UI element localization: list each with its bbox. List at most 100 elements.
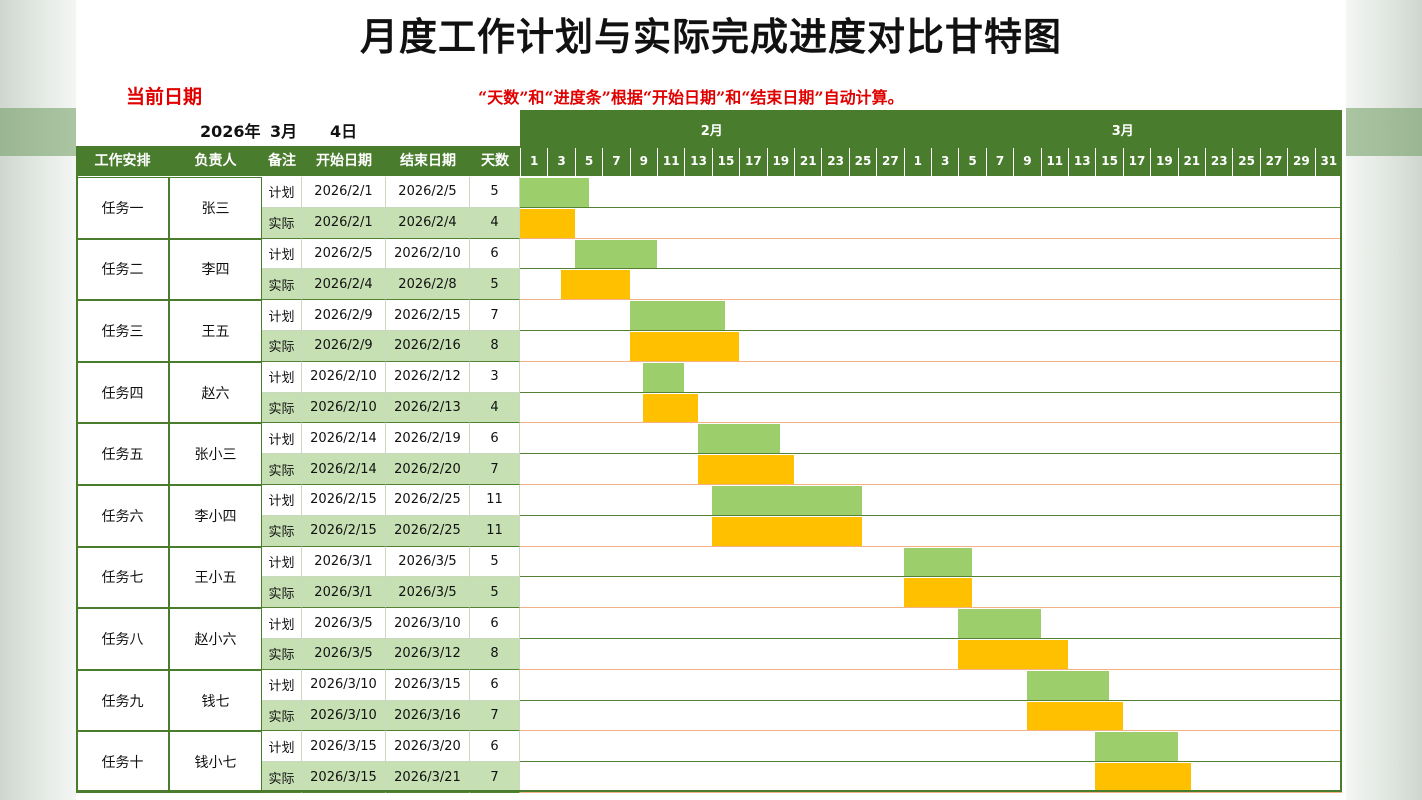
- plan-row-rule: [520, 638, 1342, 639]
- day-tick-label: 23: [821, 146, 848, 176]
- plan-bar: [520, 178, 589, 207]
- current-date-label: 当前日期: [126, 86, 203, 108]
- plan-days: 11: [470, 485, 520, 516]
- plan-remark-cell: 计划: [262, 608, 302, 639]
- plan-remark-cell: 计划: [262, 361, 302, 393]
- plan-bar: [1026, 670, 1110, 700]
- plan-end-date: 2026/2/12: [386, 361, 470, 393]
- actual-start-date: 2026/2/14: [302, 454, 386, 485]
- day-tick-label: 23: [1205, 146, 1232, 176]
- plan-end-date: 2026/3/5: [386, 546, 470, 578]
- plan-start-date: 2026/3/1: [302, 546, 386, 578]
- plan-remark-cell: 计划: [262, 546, 302, 578]
- month-label-feb: 2月: [700, 124, 723, 139]
- actual-end-date: 2026/3/21: [386, 762, 470, 793]
- month-label-mar: 3月: [1111, 124, 1134, 139]
- actual-row-rule: [520, 422, 1342, 424]
- plan-end-date: 2026/2/10: [386, 238, 470, 270]
- owner-cell: 李小四: [169, 485, 262, 547]
- plan-remark-cell: 计划: [262, 423, 302, 455]
- task-name-cell: 任务一: [76, 177, 169, 239]
- actual-bar: [561, 270, 630, 300]
- day-tick-label: 3: [547, 146, 574, 176]
- actual-row-rule: [520, 668, 1342, 670]
- actual-bar: [711, 516, 863, 546]
- day-tick-label: 7: [985, 146, 1013, 176]
- plan-row-rule: [520, 453, 1342, 455]
- plan-remark-cell: 计划: [262, 485, 302, 516]
- actual-days: 5: [470, 269, 520, 301]
- actual-remark-cell: 实际: [262, 515, 302, 547]
- plan-row-rule: [520, 330, 1342, 331]
- header-owner: 负责人: [194, 153, 237, 169]
- actual-days: 4: [470, 392, 520, 424]
- plan-start-date: 2026/2/15: [302, 485, 386, 516]
- actual-remark-cell: 实际: [262, 207, 302, 239]
- day-tick-label: 3: [931, 146, 958, 176]
- day-tick-label: 25: [848, 146, 876, 176]
- actual-start-date: 2026/3/10: [302, 700, 386, 732]
- plan-start-date: 2026/2/14: [302, 423, 386, 455]
- plan-days: 6: [470, 423, 520, 455]
- plan-bar: [698, 424, 781, 454]
- actual-remark-cell: 实际: [262, 762, 302, 793]
- actual-row-rule: [520, 607, 1342, 609]
- plan-end-date: 2026/3/15: [386, 669, 470, 701]
- day-tick-label: 13: [684, 146, 711, 176]
- task-name-cell: 任务六: [76, 485, 169, 547]
- plan-row-rule: [520, 761, 1342, 763]
- plan-start-date: 2026/2/9: [302, 300, 386, 331]
- plan-start-date: 2026/2/1: [302, 177, 386, 208]
- day-tick-label: 19: [766, 146, 794, 176]
- plan-days: 6: [470, 669, 520, 701]
- task-name-cell: 任务四: [76, 361, 169, 424]
- plan-row-rule: [520, 268, 1342, 270]
- actual-days: 8: [470, 331, 520, 362]
- plan-end-date: 2026/2/19: [386, 423, 470, 455]
- actual-remark-cell: 实际: [262, 269, 302, 301]
- plan-row-rule: [520, 699, 1342, 701]
- actual-start-date: 2026/3/5: [302, 639, 386, 670]
- owner-cell: 王五: [169, 300, 262, 362]
- owner-cell: 钱七: [169, 669, 262, 732]
- actual-row-rule: [520, 484, 1342, 485]
- plan-start-date: 2026/3/10: [302, 669, 386, 701]
- actual-end-date: 2026/2/8: [386, 269, 470, 301]
- current-day[interactable]: 4日: [330, 122, 358, 141]
- actual-end-date: 2026/2/20: [386, 454, 470, 485]
- task-name-cell: 任务五: [76, 423, 169, 485]
- actual-days: 7: [470, 762, 520, 793]
- plan-row-rule: [520, 576, 1342, 578]
- actual-bar: [903, 578, 973, 608]
- column-header-row: [76, 146, 1342, 176]
- actual-days: 11: [470, 515, 520, 547]
- plan-remark-cell: 计划: [262, 731, 302, 763]
- day-tick-label: 21: [794, 146, 821, 176]
- task-name-cell: 任务十: [76, 731, 169, 793]
- task-name-cell: 任务二: [76, 238, 169, 301]
- plan-bar: [1095, 732, 1178, 762]
- actual-row-rule: [520, 792, 1342, 793]
- plan-row-rule: [520, 391, 1342, 393]
- plan-end-date: 2026/2/25: [386, 485, 470, 516]
- actual-end-date: 2026/2/25: [386, 515, 470, 547]
- plan-bar: [711, 486, 863, 515]
- plan-bar: [958, 609, 1041, 638]
- actual-bar: [1095, 763, 1192, 792]
- actual-days: 4: [470, 207, 520, 239]
- actual-row-rule: [520, 237, 1342, 239]
- plan-bar: [574, 239, 657, 269]
- current-year[interactable]: 2026年: [200, 122, 261, 141]
- actual-end-date: 2026/3/12: [386, 639, 470, 670]
- plan-start-date: 2026/2/5: [302, 238, 386, 270]
- actual-end-date: 2026/2/4: [386, 207, 470, 239]
- actual-days: 8: [470, 639, 520, 670]
- day-tick-label: 29: [1287, 146, 1314, 176]
- day-tick-label: 25: [1232, 146, 1259, 176]
- day-tick-label: 19: [1150, 146, 1177, 176]
- current-month[interactable]: 3月: [270, 122, 298, 141]
- formula-note: “天数”和“进度条”根据“开始日期”和“结束日期”自动计算。: [478, 88, 904, 107]
- day-tick-label: 9: [629, 146, 657, 176]
- plan-days: 6: [470, 608, 520, 639]
- day-tick-label: 11: [657, 146, 684, 176]
